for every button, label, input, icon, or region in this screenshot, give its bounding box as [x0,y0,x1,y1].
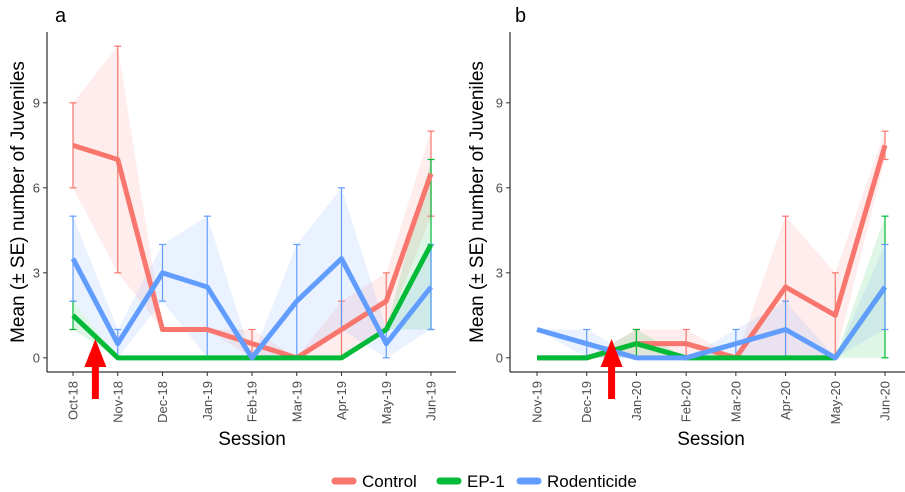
legend-label-Rodenticide: Rodenticide [547,472,637,491]
panel-a: a Mean (± SE) number of Juveniles Session 0… [8,5,456,450]
series-line-EP-1 [537,285,888,361]
x-tick-label: Dec-18 [155,381,170,423]
y-tick-label: 6 [33,180,40,195]
x-tick-label: May-19 [379,381,394,424]
x-tick-label: Apr-19 [334,381,349,420]
y-axis-title: Mean (± SE) number of Juveniles [8,61,29,343]
y-tick-label: 6 [496,180,503,195]
red-arrow [84,339,107,399]
x-tick-label: May-20 [828,381,843,424]
panel-label: a [55,5,67,27]
y-tick-label: 9 [33,95,40,110]
red-arrow-shaft [91,365,99,399]
x-tick-label: Apr-20 [778,381,793,420]
x-tick-label: Nov-18 [110,381,125,423]
y-tick-label: 0 [496,350,503,365]
se-band-Control [537,131,885,358]
x-axis-title: Session [677,429,745,450]
series-line-Rodenticide [70,256,433,361]
x-tick-label: Dec-19 [579,381,594,423]
x-tick-label: Mar-20 [728,381,743,422]
red-arrow-head [600,339,623,367]
x-tick-label: Jun-19 [424,381,439,421]
legend-label-Control: Control [362,472,417,491]
y-axis-title: Mean (± SE) number of Juveniles [467,61,488,343]
y-tick-label: 3 [33,265,40,280]
x-tick-label: Jan-19 [200,381,215,421]
se-band-Rodenticide [537,244,885,358]
x-tick-label: Jun-20 [878,381,893,421]
red-arrow-shaft [608,365,616,399]
y-tick-label: 9 [496,95,503,110]
red-arrow-head [84,339,107,367]
panel-label: b [515,5,526,27]
x-axis-title: Session [218,429,286,450]
red-arrow [600,339,623,399]
series-line-Rodenticide [536,285,888,361]
x-tick-label: Oct-18 [66,381,81,420]
x-tick-label: Nov-19 [530,381,545,423]
se-band-EP-1 [537,216,885,358]
legend-label-EP-1: EP-1 [467,472,505,491]
se-band-Control [73,46,431,358]
x-tick-label: Feb-19 [245,381,260,422]
y-tick-label: 3 [496,265,503,280]
x-tick-label: Mar-19 [289,381,304,422]
x-tick-label: Jan-20 [629,381,644,421]
y-tick-label: 0 [33,350,40,365]
legend: Control EP-1 Rodenticide [331,472,637,491]
panel-b: b Mean (± SE) number of Juveniles Session 0… [467,5,905,450]
x-tick-label: Feb-20 [679,381,694,422]
